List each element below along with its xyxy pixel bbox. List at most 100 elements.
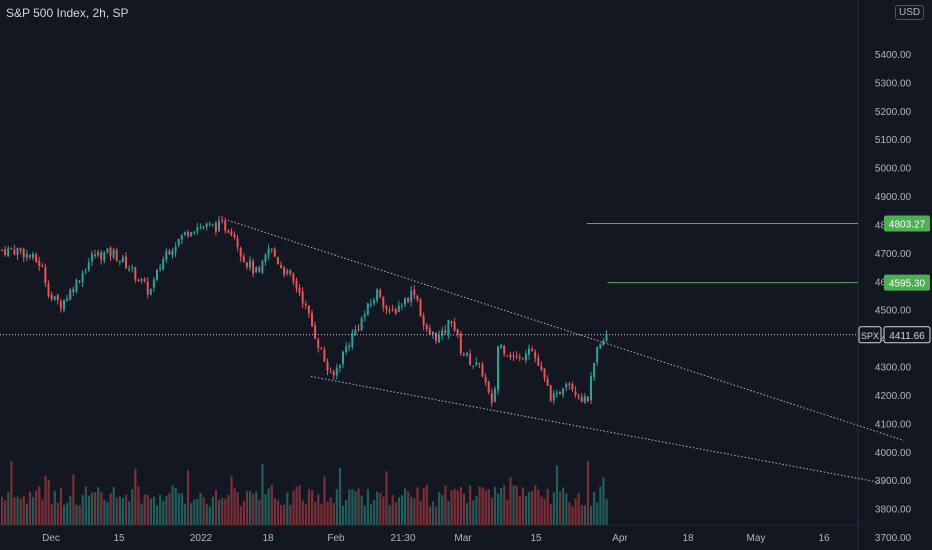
candle-body bbox=[22, 248, 25, 258]
trend-line bbox=[227, 219, 904, 441]
candle-body bbox=[475, 362, 478, 366]
volume-bar bbox=[162, 501, 165, 525]
volume-bar bbox=[264, 494, 267, 525]
volume-bar bbox=[7, 491, 10, 525]
candle-body bbox=[202, 226, 205, 228]
candle-body bbox=[177, 239, 180, 246]
candle-body bbox=[221, 220, 224, 222]
candle-body bbox=[94, 254, 96, 257]
volume-bar bbox=[78, 505, 81, 525]
candle-body bbox=[531, 349, 534, 351]
candle-body bbox=[280, 265, 282, 268]
candle-body bbox=[125, 256, 127, 269]
candle-body bbox=[555, 392, 558, 394]
candle-body bbox=[270, 248, 273, 250]
volume-bar bbox=[571, 506, 574, 525]
price-level-label: 4803.27 bbox=[889, 220, 926, 231]
volume-bar bbox=[345, 500, 348, 525]
candle-body bbox=[416, 295, 419, 301]
candle-body bbox=[50, 294, 53, 300]
volume-bar bbox=[128, 501, 131, 525]
volume-bar bbox=[413, 498, 416, 525]
volume-bar bbox=[435, 506, 438, 525]
trend-line bbox=[310, 375, 884, 484]
volume-bar bbox=[562, 487, 565, 525]
volume-bar bbox=[580, 505, 583, 525]
candle-body bbox=[261, 261, 264, 273]
candle-body bbox=[230, 231, 233, 236]
volume-bar bbox=[69, 496, 72, 525]
volume-bar bbox=[382, 496, 385, 525]
candle-body bbox=[128, 268, 131, 270]
time-tick-label: Apr bbox=[612, 533, 628, 544]
volume-bar bbox=[317, 494, 320, 525]
volume-bar bbox=[233, 488, 236, 525]
candle-body bbox=[25, 253, 28, 258]
volume-bar bbox=[180, 493, 183, 525]
candle-body bbox=[515, 356, 518, 358]
candle-body bbox=[72, 289, 75, 293]
candle-body bbox=[404, 298, 406, 305]
candle-body bbox=[7, 248, 10, 257]
volume-bar bbox=[543, 498, 546, 525]
candle-body bbox=[311, 313, 313, 327]
volume-bar bbox=[596, 502, 599, 525]
price-tick-label: 5400.00 bbox=[875, 50, 912, 61]
candle-body bbox=[258, 267, 261, 272]
candle-body bbox=[342, 351, 344, 365]
volume-bar bbox=[524, 495, 528, 525]
volume-bar bbox=[419, 500, 422, 525]
candle-body bbox=[1, 249, 3, 251]
volume-bar bbox=[373, 500, 376, 525]
volume-bar bbox=[311, 490, 314, 525]
volume-bar bbox=[407, 491, 410, 525]
candle-body bbox=[469, 353, 472, 365]
candle-body bbox=[512, 355, 515, 357]
volume-bar bbox=[35, 490, 38, 525]
candle-body bbox=[78, 280, 81, 282]
currency-button[interactable]: USD bbox=[895, 5, 925, 20]
volume-bar bbox=[224, 498, 227, 525]
candle-body bbox=[534, 351, 537, 359]
candle-body bbox=[252, 261, 255, 274]
volume-bar bbox=[125, 494, 128, 525]
candle-body bbox=[335, 368, 338, 376]
volume-bar bbox=[314, 501, 317, 525]
candle-body bbox=[435, 332, 437, 342]
price-tick-label: 4000.00 bbox=[875, 448, 912, 459]
volume-bar bbox=[497, 493, 500, 525]
volume-bars bbox=[1, 461, 608, 525]
candle-body bbox=[174, 246, 177, 252]
candle-body bbox=[562, 388, 565, 395]
candle-body bbox=[320, 348, 323, 350]
candle-body bbox=[249, 260, 251, 268]
candle-body bbox=[490, 393, 493, 403]
candle-body bbox=[183, 231, 186, 235]
candle-body bbox=[410, 290, 413, 302]
volume-bar bbox=[174, 487, 177, 525]
candle-body bbox=[32, 253, 34, 258]
candle-body bbox=[44, 267, 47, 284]
volume-bar bbox=[444, 485, 447, 525]
candle-body bbox=[481, 364, 484, 377]
candle-body bbox=[605, 333, 608, 341]
candle-body bbox=[227, 230, 230, 233]
candle-body bbox=[66, 298, 69, 301]
volume-bar bbox=[66, 502, 69, 525]
candle-body bbox=[497, 346, 499, 390]
volume-bar bbox=[159, 494, 162, 525]
candle-body bbox=[413, 289, 416, 296]
volume-bar bbox=[193, 499, 196, 525]
candle-body bbox=[338, 365, 341, 368]
volume-bar bbox=[320, 503, 323, 525]
candle-body bbox=[233, 234, 236, 238]
candle-body bbox=[205, 223, 208, 227]
volume-bar bbox=[13, 497, 16, 525]
volume-bar bbox=[351, 489, 354, 525]
volume-bar bbox=[583, 505, 586, 525]
time-tick-label: Feb bbox=[327, 533, 345, 544]
candle-body bbox=[84, 271, 87, 273]
volume-bar bbox=[493, 487, 497, 525]
candle-body bbox=[599, 343, 602, 348]
